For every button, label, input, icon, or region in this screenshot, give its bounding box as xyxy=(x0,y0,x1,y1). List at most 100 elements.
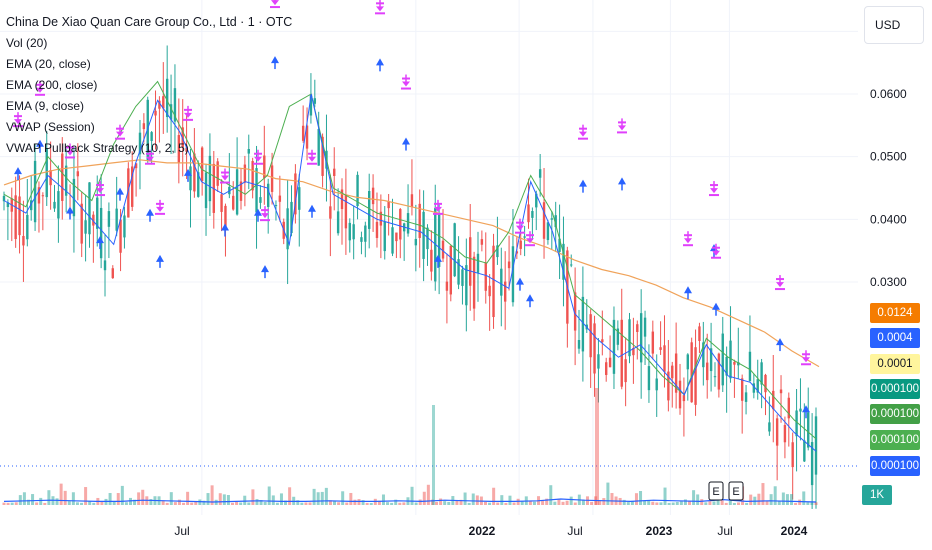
candle-body xyxy=(387,201,390,209)
volume-bar xyxy=(402,502,406,505)
volume-bar xyxy=(724,502,728,505)
candle-body xyxy=(643,317,647,337)
candle-body xyxy=(107,211,111,227)
candle-body xyxy=(64,165,68,196)
legend-item-ema9[interactable]: EMA (9, close) xyxy=(6,99,85,113)
legend-item-ema20[interactable]: EMA (20, close) xyxy=(6,57,91,71)
candle-body xyxy=(546,222,550,241)
volume-bar xyxy=(736,502,740,505)
volume-bar xyxy=(630,501,634,505)
candle-body xyxy=(783,425,787,443)
volume-bar xyxy=(679,501,683,505)
volume-bar xyxy=(177,499,181,505)
candle-body xyxy=(558,238,561,252)
volume-bar xyxy=(398,502,402,505)
candle-body xyxy=(18,196,21,236)
symbol-title[interactable]: China De Xiao Quan Care Group Co., Ltd ·… xyxy=(6,15,293,29)
candle-body xyxy=(298,187,301,210)
candle-body xyxy=(791,442,794,468)
candle-body xyxy=(760,362,763,385)
volume-bar xyxy=(284,500,288,505)
chart-legend: China De Xiao Quan Care Group Co., Ltd ·… xyxy=(6,12,292,159)
candle-body xyxy=(329,206,332,219)
volume-bar xyxy=(386,502,390,505)
candle-body xyxy=(185,147,188,152)
candle-body xyxy=(698,326,701,341)
candle-body xyxy=(313,98,317,104)
volume-bar xyxy=(675,501,679,505)
candle-body xyxy=(721,333,724,386)
volume-spike-bar xyxy=(595,388,599,505)
volume-bar xyxy=(410,486,414,505)
volume-bar xyxy=(239,502,243,505)
volume-bar xyxy=(6,502,10,505)
volume-bar xyxy=(300,502,304,505)
volume-bar xyxy=(190,502,194,505)
candle-body xyxy=(146,99,149,161)
volume-bar xyxy=(369,502,373,505)
sell-signal-icon xyxy=(254,156,262,162)
candle-body xyxy=(775,418,779,446)
candle-body xyxy=(92,214,95,226)
volume-bar xyxy=(708,501,712,505)
currency-selector[interactable]: USD xyxy=(864,6,924,44)
candle-body xyxy=(414,238,418,246)
volume-bar xyxy=(288,487,292,505)
volume-bar xyxy=(467,502,471,505)
candle-body xyxy=(251,161,254,191)
candle-body xyxy=(593,323,596,374)
buy-signal-icon xyxy=(96,236,104,244)
sell-signal-icon xyxy=(66,150,74,156)
volume-bar xyxy=(328,500,332,505)
legend-item-strategy[interactable]: VWAP Pullback Strategy (10, 2, 5) xyxy=(6,141,189,155)
candle-body xyxy=(255,168,258,213)
volume-bar xyxy=(692,490,696,505)
candle-body xyxy=(26,214,29,240)
candle-body xyxy=(733,361,736,365)
sell-signal-icon xyxy=(516,225,524,231)
sell-signal-icon xyxy=(434,206,442,212)
buy-signal-icon xyxy=(684,286,692,294)
candle-body xyxy=(511,246,515,303)
volume-bar xyxy=(663,487,667,505)
volume-bar xyxy=(31,494,35,505)
candle-body xyxy=(84,220,87,234)
candle-body xyxy=(33,160,37,223)
candle-body xyxy=(61,153,64,201)
legend-item-ema200[interactable]: EMA (200, close) xyxy=(6,78,98,92)
candle-body xyxy=(597,354,600,369)
candle-body xyxy=(507,261,511,269)
volume-bar xyxy=(581,499,585,505)
volume-bar xyxy=(728,497,732,505)
candle-body xyxy=(628,319,631,357)
volume-bar xyxy=(80,502,84,505)
candle-body xyxy=(752,383,756,393)
candle-body xyxy=(492,245,495,318)
volume-bar xyxy=(475,495,479,505)
y-tick-label: 0.0400 xyxy=(870,212,907,226)
volume-bar xyxy=(194,501,198,505)
buy-signal-icon xyxy=(261,265,269,273)
candle-body xyxy=(624,359,627,383)
candle-body xyxy=(158,100,161,109)
volume-bar xyxy=(565,500,569,505)
candle-body xyxy=(57,191,60,219)
legend-item-vwap[interactable]: VWAP (Session) xyxy=(6,120,95,134)
buy-signal-icon xyxy=(308,204,316,212)
volume-bar xyxy=(296,500,300,505)
volume-bar xyxy=(341,491,345,505)
candle-body xyxy=(632,347,635,356)
candle-body xyxy=(356,174,359,207)
legend-item-vol[interactable]: Vol (20) xyxy=(6,36,48,50)
candle-body xyxy=(694,347,697,405)
candle-body xyxy=(709,348,713,372)
volume-bar xyxy=(561,501,565,505)
volume-bar xyxy=(732,502,736,505)
candle-body xyxy=(220,194,223,212)
volume-bar xyxy=(226,495,230,505)
volume-bar xyxy=(745,502,749,505)
volume-bar xyxy=(806,502,810,505)
candle-body xyxy=(589,314,592,358)
volume-bar xyxy=(259,500,263,505)
